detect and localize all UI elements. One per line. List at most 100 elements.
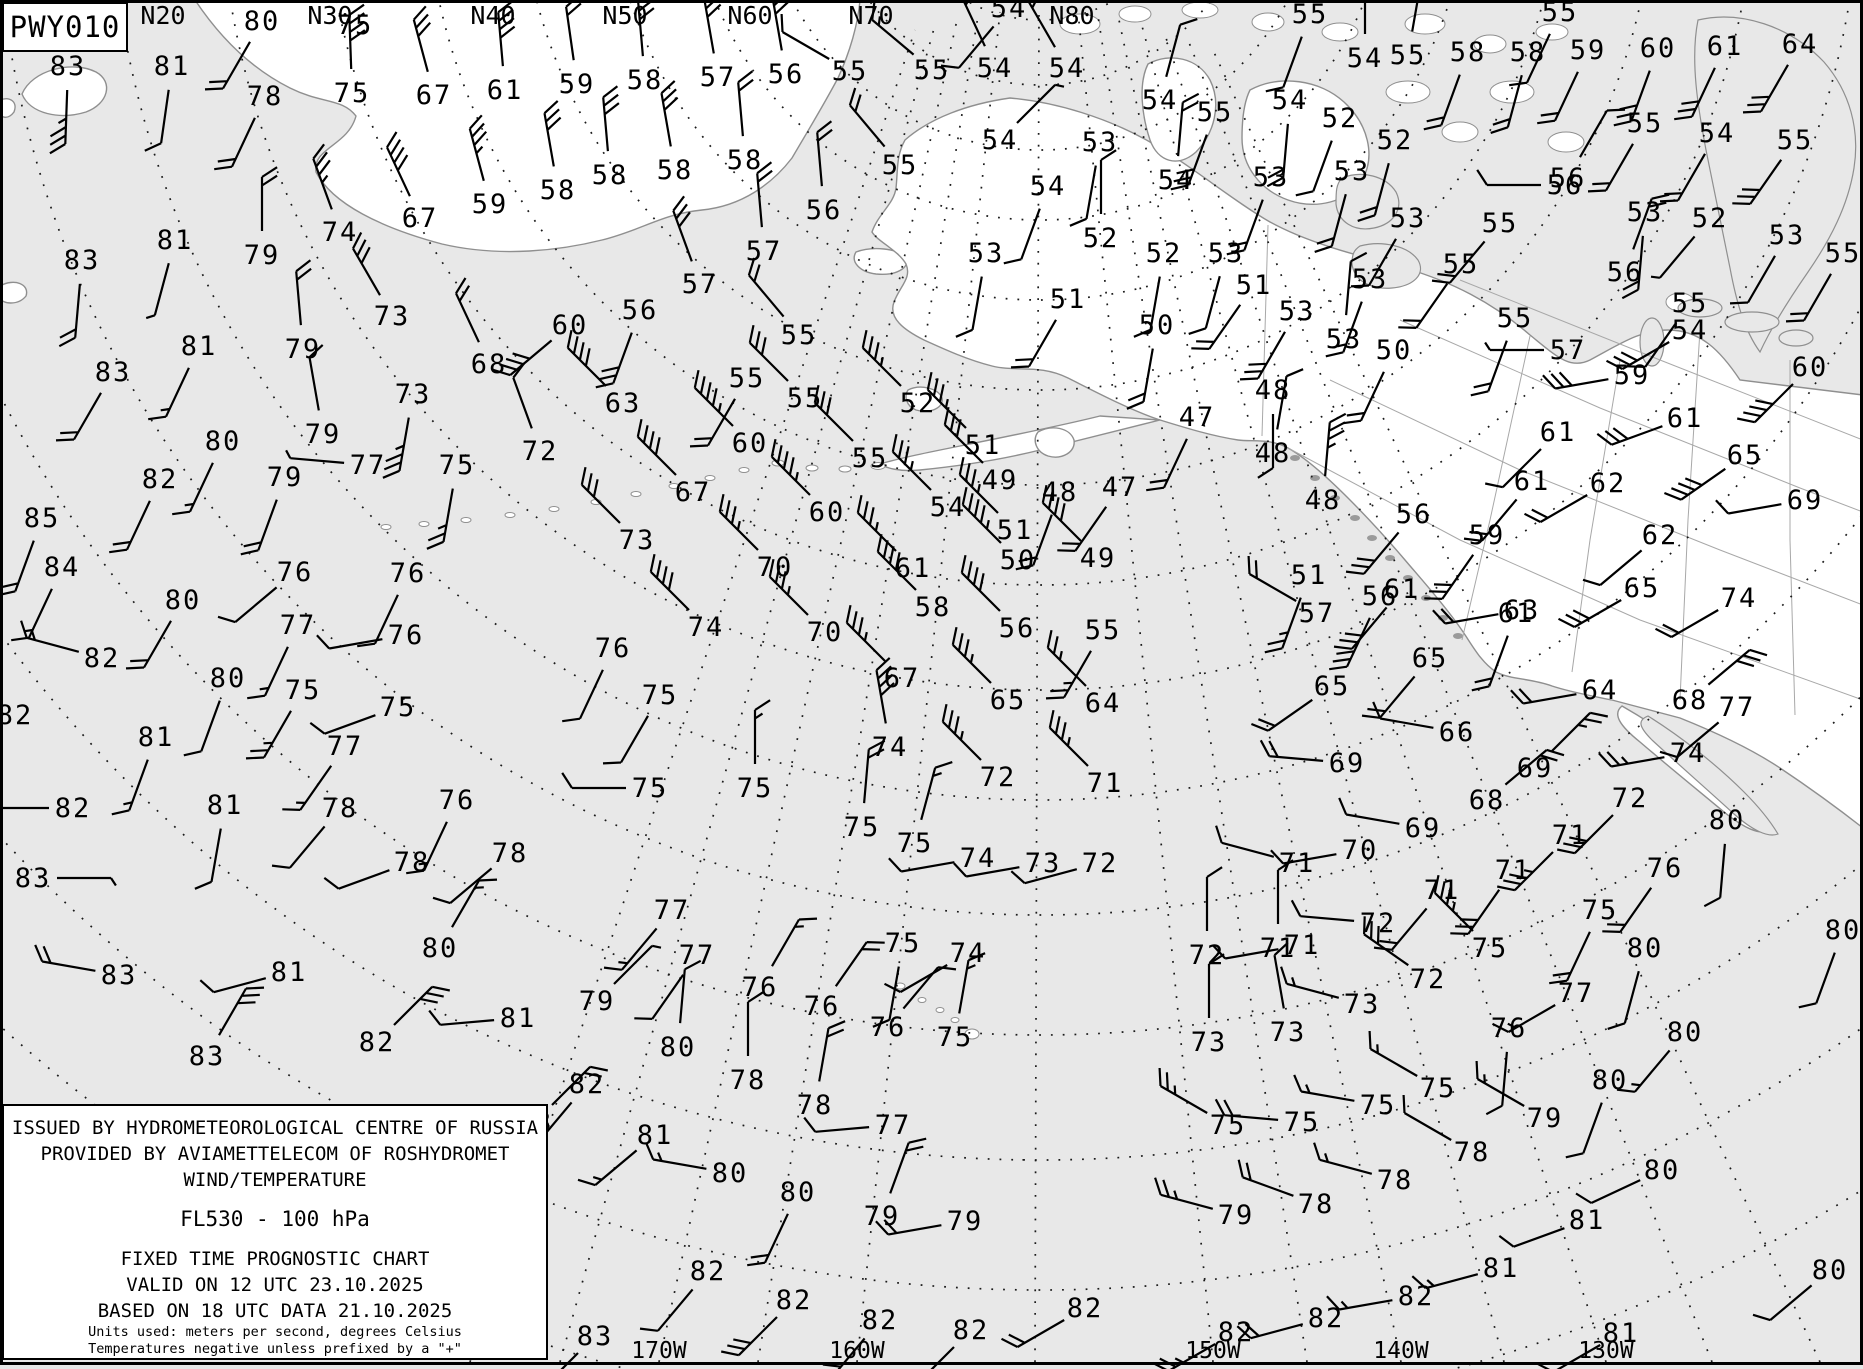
station: 75 <box>1549 895 1616 985</box>
station-temperature: 55 <box>1292 0 1329 30</box>
station: 81 <box>144 51 188 152</box>
station-temperature: 55 <box>1443 249 1480 280</box>
station-temperature: 57 <box>700 62 737 93</box>
station: 75 <box>897 761 953 859</box>
wind-barb <box>871 1 915 56</box>
station: 47 <box>1057 472 1136 552</box>
wind-barb <box>747 257 785 318</box>
wind-barb <box>382 417 410 479</box>
station-temperature: 54 <box>1347 43 1384 74</box>
wind-barb <box>1551 711 1609 752</box>
station-temperature: 82 <box>142 464 179 495</box>
coastline-island <box>1547 131 1585 153</box>
wind-barb <box>693 369 734 427</box>
station: 48 <box>1255 368 1304 469</box>
station-temperature: 76 <box>439 785 476 816</box>
wind-barb <box>953 862 1020 878</box>
wind-barb <box>1191 304 1242 350</box>
wind-barb <box>720 1316 778 1357</box>
wind-barb <box>1057 506 1108 552</box>
longitude-label: 160W <box>829 1338 885 1364</box>
station-temperature: 56 <box>1550 163 1587 194</box>
station-temperature: 63 <box>1504 595 1541 626</box>
wind-barb <box>1523 494 1588 523</box>
station-temperature: 79 <box>267 462 304 493</box>
wind-barb <box>1423 74 1461 131</box>
wind-barb <box>818 1020 846 1082</box>
wind-barb <box>1715 499 1782 515</box>
wind-barb <box>1431 240 1486 284</box>
station: 81 <box>194 790 241 890</box>
coastline-island <box>1251 12 1285 32</box>
wind-barb <box>1663 467 1726 501</box>
station: 60 <box>1613 33 1674 127</box>
wind-barb <box>718 493 759 551</box>
wind-barb <box>1607 970 1640 1030</box>
station: 75 <box>937 952 986 1053</box>
station: 58 <box>540 100 574 206</box>
wind-barb <box>1363 0 1367 34</box>
station-temperature: 74 <box>688 612 725 643</box>
station: 55 <box>1390 0 1424 71</box>
station-temperature: 55 <box>852 443 889 474</box>
station: 67 <box>386 131 436 234</box>
station: 73 <box>1191 953 1225 1058</box>
station: 70 <box>718 493 791 583</box>
station-temperature: 77 <box>654 895 691 926</box>
station-temperature: 67 <box>416 80 453 111</box>
station: 83 <box>560 1321 611 1369</box>
wind-barb <box>645 1142 707 1170</box>
station-temperature: 54 <box>1030 171 1067 202</box>
station-temperature: 75 <box>334 78 371 109</box>
station: 59 <box>468 114 506 220</box>
station: 54 <box>1605 315 1709 370</box>
wind-barb <box>1363 916 1409 967</box>
station: 69 <box>1517 711 1609 784</box>
station: 52 <box>1133 238 1180 338</box>
station-temperature: 69 <box>1405 813 1442 844</box>
station: 71 <box>1496 820 1586 892</box>
station: 78 <box>271 793 356 869</box>
station-temperature: 80 <box>210 663 247 694</box>
coastline-island <box>1473 34 1507 54</box>
wind-barb <box>1752 1284 1813 1322</box>
station-temperature: 60 <box>732 428 769 459</box>
station: 51 <box>1191 270 1270 350</box>
station: 71 <box>1373 875 1458 951</box>
coastline-island <box>21 66 108 117</box>
station-temperature: 73 <box>619 525 656 556</box>
station: 68 <box>1469 748 1565 816</box>
station-temperature: 80 <box>205 426 242 457</box>
wind-barb <box>1214 1098 1279 1121</box>
station-temperature: 77 <box>350 450 387 481</box>
longitude-labels: 170W 160W 150W 140W 130W <box>631 1338 1634 1364</box>
station: 58 <box>627 0 661 96</box>
wind-barb <box>816 120 833 187</box>
wind-barb <box>109 500 151 554</box>
station-temperature: 54 <box>1158 165 1195 196</box>
wind-barb <box>282 765 333 811</box>
wind-barb <box>1598 751 1665 768</box>
station-temperature: 51 <box>965 430 1002 461</box>
station-temperature: 54 <box>1672 315 1709 346</box>
wind-barb <box>1357 162 1390 222</box>
wind-barb <box>1798 952 1836 1009</box>
station: 76 <box>316 620 422 651</box>
station-temperature: 55 <box>1777 125 1814 156</box>
station: 56 <box>1607 193 1670 288</box>
station-temperature: 64 <box>1782 29 1819 60</box>
station-temperature: 80 <box>244 6 281 37</box>
station: 82 <box>1000 1293 1101 1348</box>
station-temperature: 82 <box>359 1027 396 1058</box>
wind-barb <box>660 80 679 147</box>
station-temperature: 76 <box>870 1012 907 1043</box>
station: 85 <box>0 503 58 596</box>
wind-barb <box>1048 709 1089 767</box>
station-temperature: 56 <box>622 295 659 326</box>
wind-barb <box>111 759 149 816</box>
latitude-label: N40 <box>470 1 515 30</box>
station-temperature: 71 <box>1284 930 1321 961</box>
station: 76 <box>1602 853 1681 933</box>
wind-barb <box>875 657 895 724</box>
